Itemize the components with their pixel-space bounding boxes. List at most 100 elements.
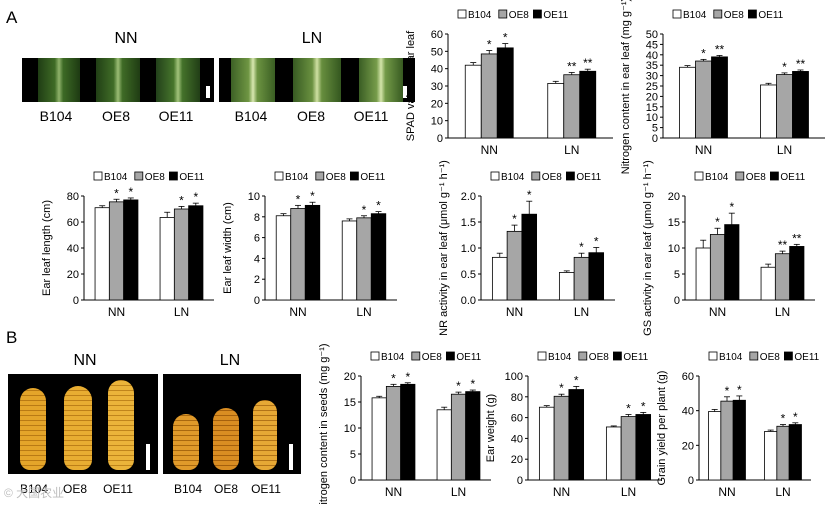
ear-label-ln-oe11: OE11: [251, 482, 281, 496]
legend-swatch-oe11: [770, 171, 779, 181]
legend-swatch-oe8: [531, 171, 541, 181]
y-tick-label: 30: [646, 71, 658, 83]
legend-swatch-oe11: [784, 351, 793, 361]
legend-swatch-oe11: [748, 9, 757, 19]
legend-swatch-b104: [672, 9, 682, 19]
leaf-label-nn-b104: B104: [39, 108, 73, 124]
y-tick-label: 0: [652, 133, 658, 145]
significance-mark: *: [376, 199, 381, 213]
bar-oe11-nn: [732, 399, 746, 481]
legend-label-oe11: OE11: [794, 352, 819, 363]
y-axis-label: Nitrogen content in ear leaf (mg g⁻¹): [620, 0, 632, 174]
y-tick-label: 2.0: [461, 191, 476, 203]
significance-mark: *: [737, 383, 742, 397]
ear-photo-nn: [8, 374, 158, 474]
legend-swatch-oe8: [749, 351, 759, 361]
y-tick-label: 0: [517, 475, 523, 487]
legend-swatch-b104: [708, 351, 718, 361]
significance-mark: *: [527, 188, 532, 202]
legend-label-b104: B104: [468, 10, 492, 21]
y-tick-label: 0: [350, 475, 356, 487]
significance-mark: *: [512, 212, 517, 226]
significance-mark: *: [781, 412, 786, 426]
significance-mark: *: [470, 377, 475, 391]
legend-label-oe11: OE11: [179, 172, 204, 183]
bar-b104-nn: [708, 411, 722, 481]
significance-mark: *: [193, 190, 198, 204]
legend-swatch-oe11: [445, 351, 455, 361]
x-tick-label: NN: [108, 305, 125, 319]
legend-swatch-oe8: [713, 9, 723, 19]
y-tick-label: 10: [646, 112, 658, 124]
y-tick-label: 60: [682, 371, 694, 383]
legend-swatch-b104: [490, 171, 500, 181]
legend-label-oe11: OE11: [576, 172, 601, 183]
legend-swatch-b104: [370, 351, 380, 361]
y-tick-label: 35: [646, 60, 658, 72]
y-tick-label: 40: [67, 243, 79, 255]
y-tick-label: 10: [248, 191, 260, 203]
significance-mark: *: [793, 410, 798, 424]
y-tick-label: 20: [344, 371, 356, 383]
y-tick-label: 1.0: [461, 243, 476, 255]
legend-label-oe8: OE8: [746, 172, 766, 183]
y-tick-label: 20: [682, 440, 694, 452]
significance-mark: *: [487, 37, 492, 51]
leaf-photo-nn-title: NN: [114, 30, 138, 47]
y-tick-label: 20: [67, 269, 79, 281]
y-tick-label: 6: [254, 233, 260, 245]
legend-label-oe8: OE8: [145, 172, 165, 183]
x-tick-label: LN: [621, 485, 636, 499]
significance-mark: *: [701, 46, 706, 60]
y-axis-label: Ear leaf length (cm): [41, 200, 53, 296]
x-tick-label: LN: [574, 305, 589, 319]
significance-mark: *: [503, 31, 508, 45]
y-tick-label: 60: [67, 217, 79, 229]
y-tick-label: 25: [646, 81, 658, 93]
watermark: © 大国农业: [4, 486, 65, 500]
y-axis-label: Grain yield per plant (g): [656, 371, 668, 486]
significance-mark: *: [405, 370, 410, 384]
x-tick-label: LN: [775, 305, 790, 319]
x-tick-label: LN: [564, 143, 579, 157]
legend-swatch-oe8: [411, 351, 421, 361]
y-tick-label: 5: [350, 449, 356, 461]
legend-label-oe11: OE11: [456, 352, 481, 363]
x-tick-label: NN: [718, 485, 735, 499]
leaf-label-ln-oe11: OE11: [353, 108, 389, 124]
significance-mark: *: [782, 60, 787, 74]
legend-label-oe8: OE8: [542, 172, 562, 183]
ear-label-nn-b104: B104: [19, 482, 49, 496]
significance-mark: *: [310, 189, 315, 203]
y-tick-label: 5: [674, 269, 680, 281]
y-tick-label: 45: [646, 39, 658, 51]
significance-mark: **: [792, 231, 802, 245]
x-tick-label: LN: [775, 485, 790, 499]
legend-swatch-oe11: [613, 351, 622, 361]
y-tick-label: 10: [668, 243, 680, 255]
y-tick-label: 0: [437, 133, 443, 145]
y-tick-label: 20: [646, 91, 658, 103]
legend-label-oe8: OE8: [760, 352, 780, 363]
ear-photo-ln-title: LN: [219, 352, 241, 369]
y-tick-label: 100: [505, 371, 523, 383]
legend-label-oe11: OE11: [623, 352, 648, 363]
y-tick-label: 20: [511, 454, 523, 466]
y-tick-label: 10: [344, 423, 356, 435]
significance-mark: **: [583, 56, 593, 70]
legend-swatch-oe8: [315, 171, 325, 181]
y-tick-label: 4: [254, 253, 260, 265]
y-axis-label: GS activity in ear leaf (μmol g⁻¹ h⁻¹): [642, 160, 654, 336]
y-tick-label: 10: [431, 116, 443, 128]
y-tick-label: 50: [431, 46, 443, 58]
y-tick-label: 40: [511, 433, 523, 445]
legend-label-oe8: OE8: [509, 10, 529, 21]
legend-swatch-oe8: [735, 171, 745, 181]
y-tick-label: 2: [254, 274, 260, 286]
legend-swatch-oe11: [349, 171, 359, 181]
y-axis-label: NR activity in ear leaf (μmol g⁻¹ h⁻¹): [438, 160, 450, 336]
bar-oe8-ln: [776, 425, 790, 481]
significance-mark: *: [715, 215, 720, 229]
